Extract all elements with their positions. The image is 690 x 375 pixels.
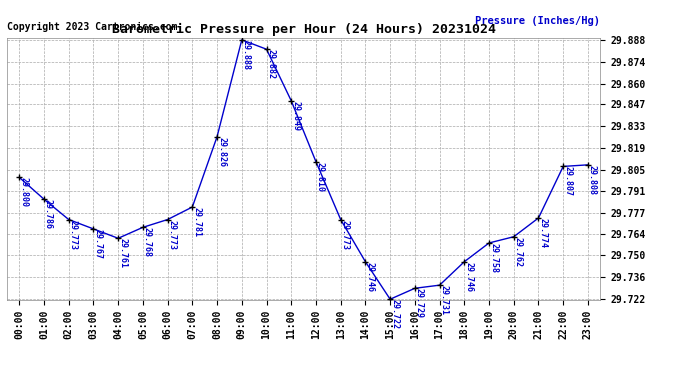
Text: 29.810: 29.810 bbox=[316, 162, 325, 192]
Text: 29.767: 29.767 bbox=[93, 229, 102, 259]
Text: 29.761: 29.761 bbox=[118, 238, 127, 268]
Text: 29.746: 29.746 bbox=[464, 262, 473, 292]
Text: 29.746: 29.746 bbox=[366, 262, 375, 292]
Text: 29.768: 29.768 bbox=[143, 227, 152, 257]
Text: 29.731: 29.731 bbox=[440, 285, 449, 315]
Text: Pressure (Inches/Hg): Pressure (Inches/Hg) bbox=[475, 16, 600, 26]
Text: 29.758: 29.758 bbox=[489, 243, 498, 273]
Text: 29.781: 29.781 bbox=[193, 207, 201, 237]
Text: 29.773: 29.773 bbox=[69, 219, 78, 249]
Text: 29.762: 29.762 bbox=[514, 237, 523, 267]
Text: 29.774: 29.774 bbox=[538, 218, 547, 248]
Text: 29.826: 29.826 bbox=[217, 137, 226, 167]
Text: 29.882: 29.882 bbox=[266, 49, 275, 79]
Text: 29.807: 29.807 bbox=[563, 166, 572, 196]
Text: 29.729: 29.729 bbox=[415, 288, 424, 318]
Text: 29.849: 29.849 bbox=[291, 101, 300, 131]
Text: 29.800: 29.800 bbox=[19, 177, 28, 207]
Text: 29.773: 29.773 bbox=[341, 219, 350, 249]
Text: 29.773: 29.773 bbox=[168, 219, 177, 249]
Title: Barometric Pressure per Hour (24 Hours) 20231024: Barometric Pressure per Hour (24 Hours) … bbox=[112, 23, 495, 36]
Text: 29.722: 29.722 bbox=[390, 299, 399, 329]
Text: 29.888: 29.888 bbox=[241, 40, 250, 70]
Text: 29.786: 29.786 bbox=[44, 199, 53, 229]
Text: Copyright 2023 Cartronics.com: Copyright 2023 Cartronics.com bbox=[7, 22, 177, 32]
Text: 29.808: 29.808 bbox=[588, 165, 597, 195]
